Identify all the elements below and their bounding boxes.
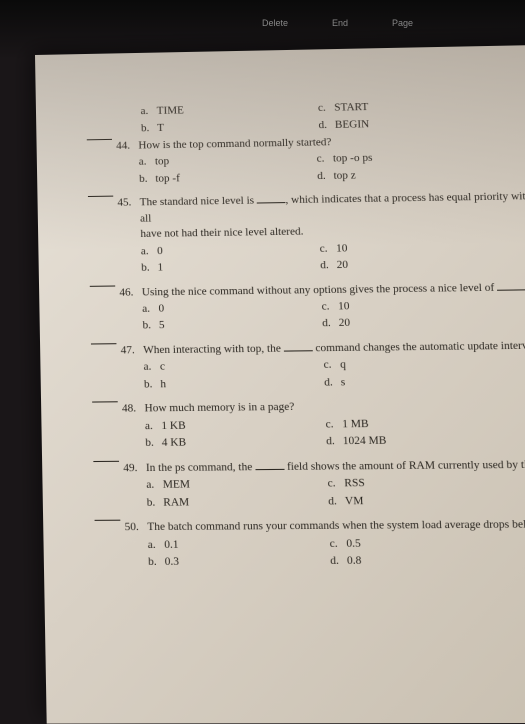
question-50: 50. The batch command runs your commands… (95, 517, 525, 571)
question-number: 44. (116, 138, 139, 154)
answer-blank (91, 343, 117, 344)
option-a: a.1 KB (145, 416, 326, 435)
question-44: 44. How is the top command normally star… (87, 131, 525, 188)
option-b: b.T (141, 117, 319, 137)
option-b: b.4 KB (145, 433, 326, 452)
answer-blank (93, 461, 119, 462)
answer-blank (88, 196, 113, 197)
option-c: c.q (323, 355, 511, 374)
question-46: 46. Using the nice command without any o… (90, 279, 525, 335)
option-d: d.1024 MB (326, 431, 515, 450)
option-b: b.RAM (147, 492, 329, 511)
question-text: The standard nice level is , which indic… (140, 189, 525, 242)
answer-blank (87, 139, 112, 140)
option-a: a.MEM (146, 475, 328, 494)
option-b: b.h (144, 374, 325, 393)
key-page: Page (392, 18, 413, 28)
question-number: 47. (121, 343, 144, 359)
option-b: b.0.3 (148, 552, 331, 571)
exam-paper: a.TIME b.T c.START d.BEGIN 44. How is th… (35, 45, 525, 724)
answer-blank (92, 402, 118, 403)
question-47: 47. When interacting with top, the comma… (91, 338, 525, 394)
question-number: 46. (119, 285, 142, 301)
option-d: d.0.8 (330, 551, 520, 570)
question-48: 48. How much memory is in a page? a.1 KB… (92, 397, 525, 452)
option-d: d.BEGIN (318, 113, 503, 133)
option-b: b.5 (142, 315, 322, 334)
question-number: 49. (123, 460, 146, 476)
question-number: 48. (122, 401, 145, 417)
question-number: 50. (124, 520, 147, 536)
option-d: d.20 (320, 254, 507, 274)
option-d: d.VM (328, 491, 517, 510)
question-number: 45. (117, 196, 140, 212)
option-c: c.RSS (327, 473, 516, 492)
key-end: End (332, 18, 348, 28)
answer-blank (95, 520, 121, 521)
option-c: c.0.5 (329, 534, 519, 553)
answer-blank (90, 285, 115, 286)
option-c: c.1 MB (325, 414, 513, 433)
option-d: d.s (324, 372, 512, 391)
option-d: d.20 (322, 313, 509, 332)
option-b: b.1 (141, 257, 320, 276)
prev-question-options: a.TIME b.T c.START d.BEGIN (140, 96, 525, 137)
question-49: 49. In the ps command, the field shows t… (93, 457, 525, 512)
option-a: a.0.1 (148, 535, 330, 554)
key-delete: Delete (262, 18, 288, 28)
option-a: a.c (143, 357, 324, 376)
question-45: 45. The standard nice level is , which i… (88, 189, 525, 277)
option-b: b.top -f (139, 168, 318, 188)
option-d: d.top z (317, 165, 503, 185)
